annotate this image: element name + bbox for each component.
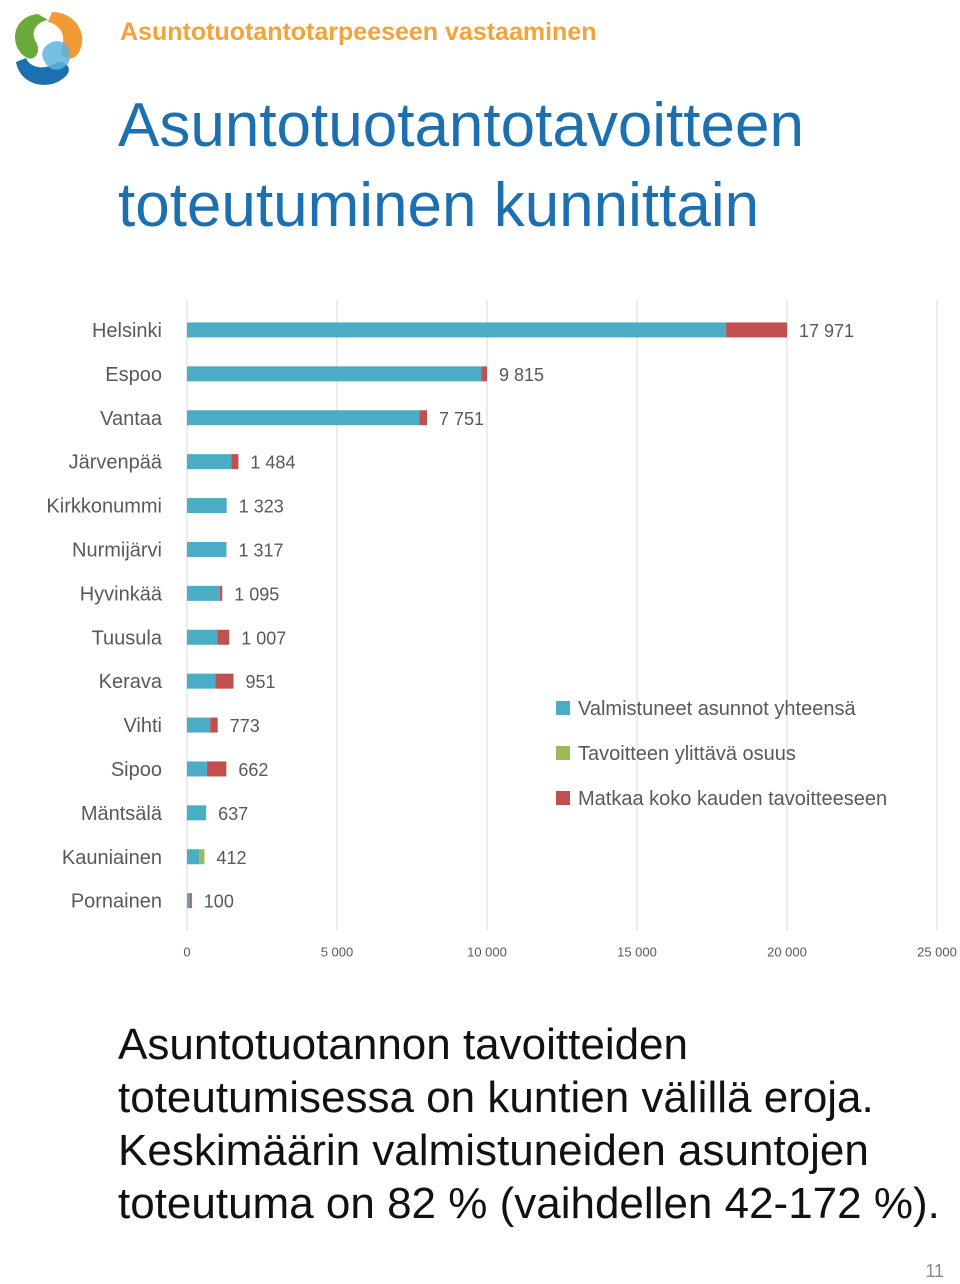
- legend-label: Valmistuneet asunnot yhteensä: [578, 698, 856, 720]
- bar-segment: [231, 454, 239, 470]
- data-label: 17 971: [799, 321, 854, 341]
- summary-text: Asuntotuotannon tavoitteiden toteutumise…: [118, 1020, 940, 1228]
- data-label: 1 007: [241, 628, 286, 648]
- category-label: Kirkkonummi: [46, 496, 162, 518]
- x-tick-label: 0: [183, 945, 190, 960]
- data-label: 637: [218, 804, 248, 824]
- slide-title: Asuntotuotantotavoitteen toteutuminen ku…: [118, 91, 804, 240]
- x-tick-label: 20 000: [767, 945, 807, 960]
- legend-swatch: [556, 791, 570, 805]
- bar-segment: [187, 673, 216, 689]
- data-label: 9 815: [499, 365, 544, 385]
- page-number: 11: [925, 1261, 944, 1281]
- legend-swatch: [556, 746, 570, 760]
- slide-subtitle: Asuntotuotantotarpeeseen vastaaminen: [120, 18, 597, 46]
- category-label: Järvenpää: [69, 452, 163, 474]
- bar-segment: [206, 761, 227, 777]
- bar-segment: [419, 410, 428, 426]
- bar-segment: [187, 629, 218, 645]
- data-label: 7 751: [439, 409, 484, 429]
- data-label: 100: [204, 892, 234, 912]
- legend-swatch: [556, 701, 570, 715]
- bar-segment: [187, 717, 211, 733]
- bar-segment: [726, 322, 788, 338]
- category-label: Vihti: [123, 715, 162, 737]
- stacked-bar-chart: 0 5 000 10 000 15 000 20 000 25 000 Helsinki 17…: [46, 300, 957, 960]
- data-label: 1 095: [234, 584, 279, 604]
- legend-label: Tavoitteen ylittävä osuus: [578, 743, 796, 765]
- bar-segment: [187, 366, 482, 382]
- data-label: 1 484: [250, 453, 295, 473]
- bar-segment: [217, 629, 230, 645]
- bar-segment: [187, 454, 232, 470]
- category-label: Sipoo: [111, 759, 162, 781]
- bar-segment: [215, 673, 234, 689]
- bar-segment: [199, 849, 205, 865]
- category-label: Helsinki: [92, 320, 162, 342]
- category-label: Kerava: [99, 671, 163, 693]
- bar-segment: [187, 849, 200, 865]
- bar-segment: [481, 366, 487, 382]
- organization-logo: [15, 12, 83, 85]
- bar-segment: [187, 498, 227, 514]
- category-label: Mäntsälä: [81, 803, 163, 825]
- bar-segment: [187, 541, 227, 557]
- bar-segment: [187, 585, 220, 601]
- bar-segment: [187, 805, 207, 821]
- category-label: Hyvinkää: [80, 583, 163, 605]
- category-label: Espoo: [105, 364, 162, 386]
- category-label: Nurmijärvi: [72, 539, 162, 561]
- data-label: 662: [238, 760, 268, 780]
- legend-label: Matkaa koko kauden tavoitteeseen: [578, 788, 887, 810]
- bar-segment: [187, 410, 420, 426]
- x-tick-label: 10 000: [467, 945, 507, 960]
- category-label: Tuusula: [92, 627, 163, 649]
- data-label: 951: [246, 672, 276, 692]
- data-label: 412: [216, 848, 246, 868]
- data-label: 773: [230, 716, 260, 736]
- bar-segment: [187, 893, 190, 909]
- category-label: Pornainen: [71, 891, 162, 913]
- x-tick-label: 15 000: [617, 945, 657, 960]
- bar-segment: [187, 761, 207, 777]
- x-tick-label: 5 000: [321, 945, 354, 960]
- bar-segment: [190, 893, 192, 909]
- bar-segment: [219, 585, 223, 601]
- bar-segment: [210, 717, 218, 733]
- category-label: Kauniainen: [62, 847, 162, 869]
- bar-segment: [187, 322, 727, 338]
- data-label: 1 317: [239, 540, 284, 560]
- category-label: Vantaa: [100, 408, 163, 430]
- x-tick-label: 25 000: [917, 945, 957, 960]
- data-label: 1 323: [239, 497, 284, 517]
